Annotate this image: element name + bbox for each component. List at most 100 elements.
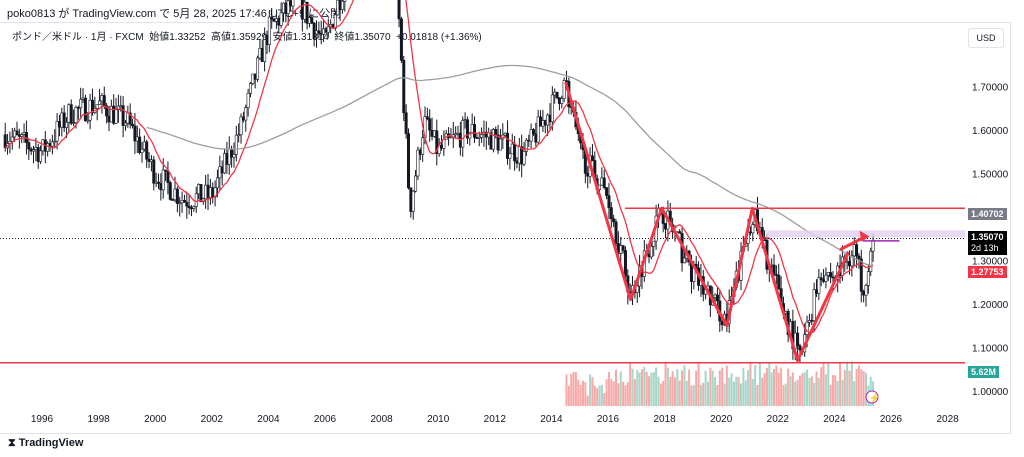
candle-body [3, 134, 7, 149]
candle-body [864, 285, 868, 296]
candle-body [53, 140, 57, 143]
volume-bar [763, 372, 766, 406]
open-value: 始値1.33252 [149, 32, 206, 43]
volume-bar [678, 380, 681, 406]
candle-body [612, 218, 616, 223]
candle-body [180, 200, 184, 204]
candle-body [678, 231, 682, 234]
candle-body [251, 73, 255, 84]
volume-bar [570, 374, 573, 406]
ma-red-line [4, 0, 874, 334]
volume-bar [718, 370, 721, 406]
candle-body [619, 245, 623, 254]
candle-body [869, 250, 873, 272]
candle-body [548, 114, 552, 123]
candle-body [406, 133, 410, 189]
volume-bar [676, 369, 679, 406]
candle-body [289, 0, 293, 7]
candle-body [814, 289, 818, 294]
currency-button[interactable]: USD [968, 28, 1004, 48]
volume-bar [584, 381, 587, 406]
candle-body [326, 26, 330, 33]
candle-body [27, 142, 31, 150]
candle-body [531, 129, 535, 135]
candle-body [404, 112, 408, 134]
candle-body [246, 92, 250, 108]
candle-body [135, 136, 139, 142]
volume-bar [695, 370, 698, 406]
volume-bar [723, 383, 726, 406]
volume-bar [591, 377, 594, 406]
volume-bar [791, 372, 794, 406]
volume-bar [706, 381, 709, 406]
candle-body [263, 34, 267, 62]
volume-bar [732, 381, 735, 406]
volume-bar [577, 379, 580, 406]
candle-body [194, 193, 198, 207]
candle-body [315, 30, 319, 39]
candle-body [199, 184, 203, 203]
x-tick-label: 1996 [31, 414, 54, 425]
candle-body [338, 0, 342, 10]
candle-body [397, 0, 401, 20]
candle-body [418, 149, 422, 155]
volume-bar [815, 371, 818, 406]
volume-bar [831, 375, 834, 406]
volume-bar [598, 385, 601, 406]
candle-body [69, 104, 73, 124]
y-tick-label: 1.20000 [972, 300, 1009, 311]
candle-body [175, 188, 179, 204]
candle-body [55, 121, 59, 142]
candle-body [829, 272, 833, 278]
low-value: 安値1.31314 [272, 32, 329, 43]
candle-body [428, 118, 432, 131]
x-tick-label: 2006 [314, 414, 337, 425]
volume-bar [631, 368, 634, 406]
candle-body [421, 137, 425, 155]
candle-body [86, 119, 90, 122]
candle-body [534, 133, 538, 143]
candle-body [807, 320, 811, 323]
volume-bar [659, 383, 662, 406]
volume-bar [756, 384, 759, 406]
candle-body [29, 148, 33, 152]
volume-bar [626, 382, 629, 406]
candle-body [248, 83, 252, 94]
candle-body [138, 136, 142, 153]
volume-bar [593, 385, 596, 406]
candle-body [95, 104, 99, 109]
candle-body [241, 116, 245, 121]
candle-body [258, 47, 262, 59]
candle-body [161, 169, 165, 191]
volume-bar [725, 365, 728, 406]
volume-bar [780, 367, 783, 406]
candle-body [74, 107, 78, 123]
candle-body [168, 182, 172, 200]
candle-body [277, 18, 281, 26]
candle-body [253, 73, 257, 80]
volume-bar [714, 376, 717, 406]
close-value: 終値1.35070 [334, 32, 391, 43]
candle-body [142, 141, 146, 150]
candle-body [805, 321, 809, 335]
x-tick-label: 2000 [144, 414, 167, 425]
volume-bar [806, 369, 809, 406]
x-tick-label: 2026 [880, 414, 903, 425]
volume-bar [839, 362, 842, 406]
volume-bar [841, 379, 844, 406]
candle-body [810, 320, 814, 322]
y-tick-label: 1.50000 [972, 170, 1009, 181]
candle-body [430, 129, 434, 137]
candle-body [522, 151, 526, 165]
candle-body [440, 144, 444, 149]
volume-bar [582, 380, 585, 406]
volume-bar [768, 363, 771, 406]
volume-bar [702, 382, 705, 406]
candle-body [623, 250, 627, 277]
candle-body [649, 246, 653, 258]
volume-bar [796, 379, 799, 406]
candle-body [300, 0, 304, 20]
candle-body [411, 190, 415, 212]
candle-body [491, 129, 495, 150]
